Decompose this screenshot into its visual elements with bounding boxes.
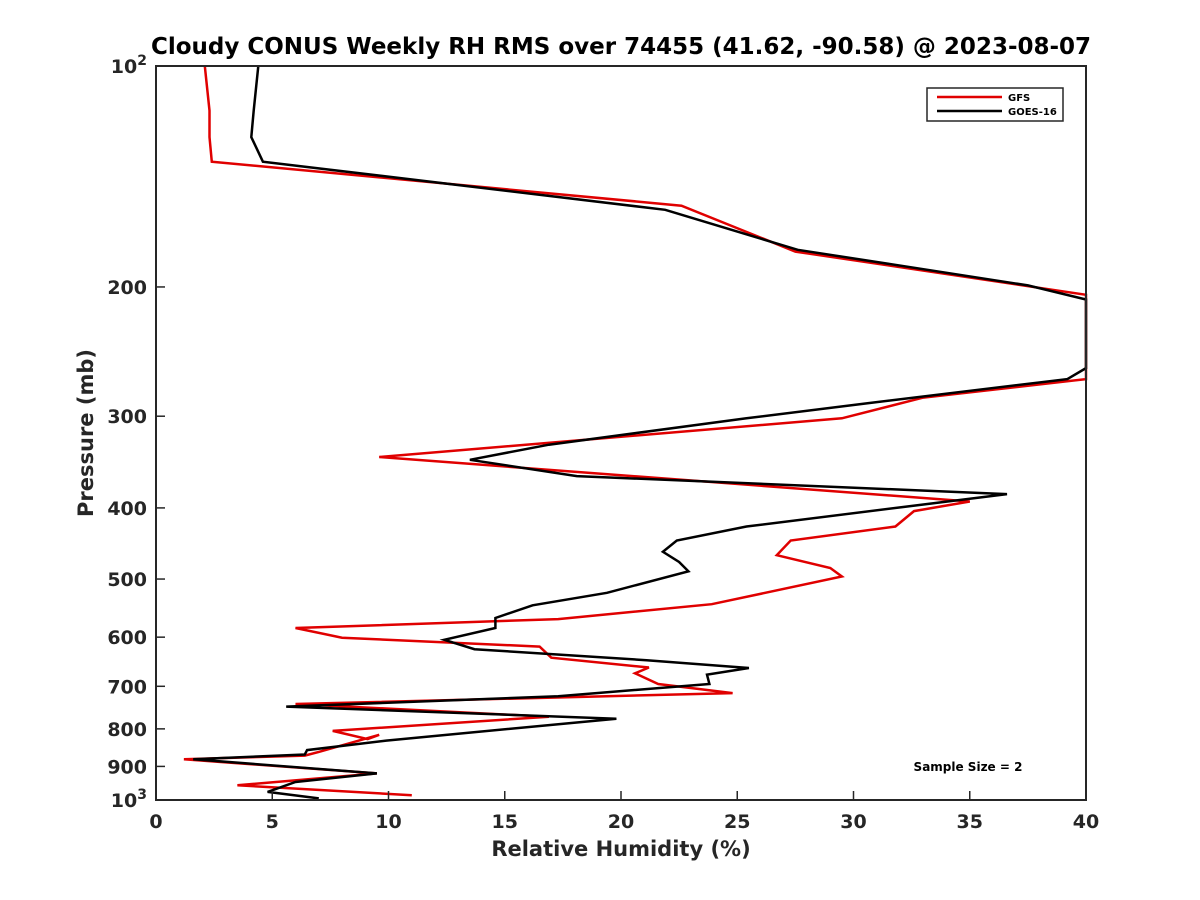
- x-axis: 0 5 10 15 20 25 30 35 40: [149, 791, 1099, 833]
- y-tick-label: 700: [107, 676, 147, 698]
- y-tick-label: 103: [111, 787, 147, 812]
- y-tick-label: 800: [107, 719, 147, 741]
- x-tick-label: 0: [149, 811, 162, 833]
- x-tick-label: 10: [375, 811, 401, 833]
- series-line-gfs: [183, 65, 1088, 797]
- series-line-goes-16: [193, 65, 1088, 800]
- y-tick-label: 400: [107, 498, 147, 520]
- y-tick-label: 900: [107, 756, 147, 778]
- legend: GFS GOES-16: [926, 87, 1064, 122]
- y-axis: 102 200 300 400 500 600 700 800 900 103: [107, 53, 165, 812]
- sample-size-annotation: Sample Size = 2: [914, 760, 1023, 774]
- y-axis-label: Pressure (mb): [74, 349, 98, 517]
- chart-title: Cloudy CONUS Weekly RH RMS over 74455 (4…: [151, 34, 1091, 60]
- x-axis-label: Relative Humidity (%): [491, 837, 750, 861]
- legend-box: [926, 87, 1064, 122]
- plot-area: [183, 65, 1088, 800]
- x-tick-label: 15: [492, 811, 518, 833]
- y-tick-label: 600: [107, 627, 147, 649]
- x-tick-label: 5: [266, 811, 279, 833]
- legend-label-goes-16: GOES-16: [1008, 107, 1057, 118]
- x-tick-label: 20: [608, 811, 634, 833]
- x-tick-label: 25: [724, 811, 750, 833]
- y-tick-label: 500: [107, 569, 147, 591]
- y-tick-label: 102: [111, 53, 147, 78]
- y-tick-label: 300: [107, 406, 147, 428]
- x-tick-label: 40: [1073, 811, 1099, 833]
- x-tick-label: 35: [957, 811, 983, 833]
- y-tick-label: 200: [107, 277, 147, 299]
- x-tick-label: 30: [840, 811, 866, 833]
- legend-label-gfs: GFS: [1008, 93, 1030, 104]
